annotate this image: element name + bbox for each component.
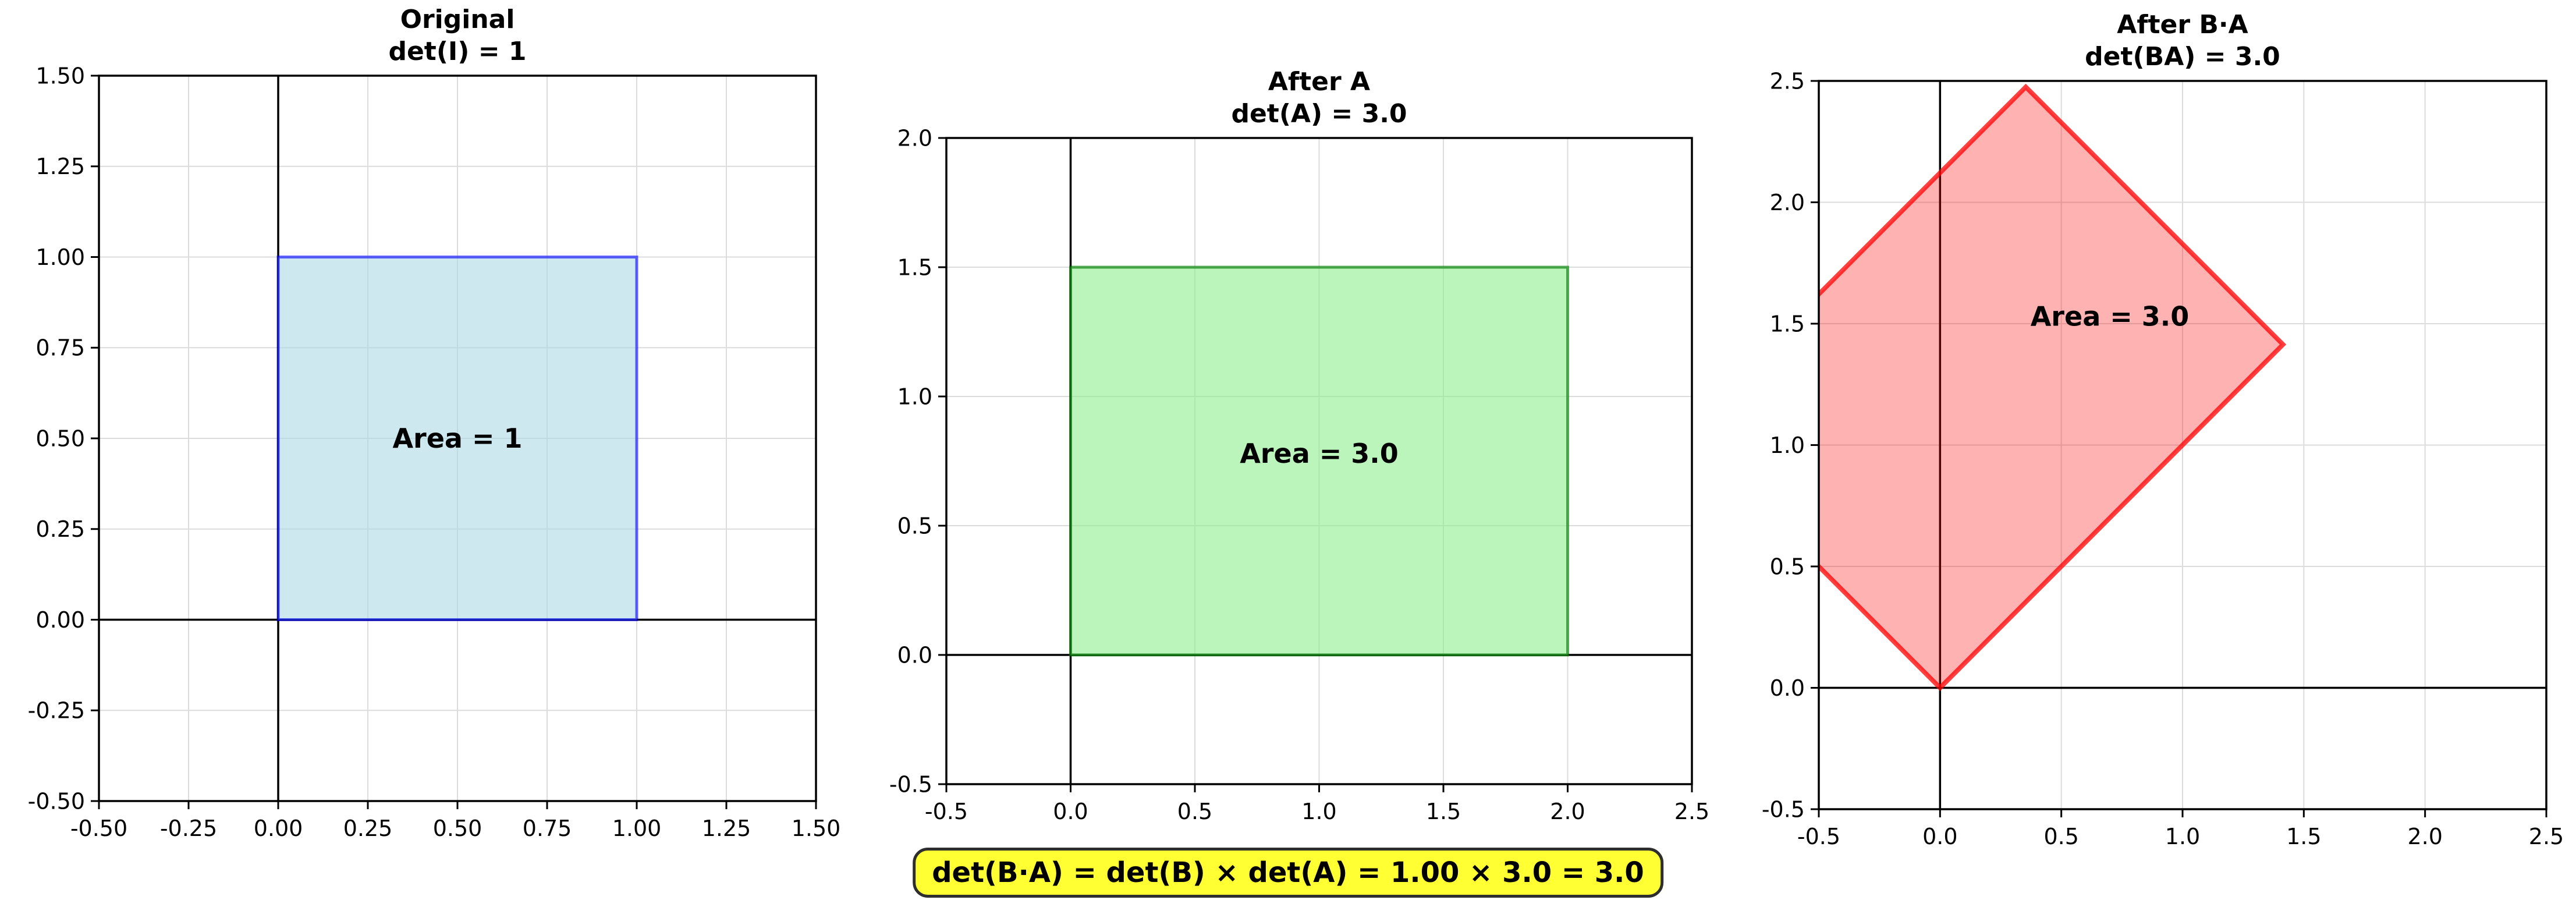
x-tick-label: 0.75 xyxy=(523,816,572,841)
x-tick-label: 1.25 xyxy=(702,816,751,841)
x-tick-label: 1.5 xyxy=(2286,824,2321,849)
y-tick-label: 1.0 xyxy=(897,384,932,409)
x-tick-label: -0.5 xyxy=(925,799,968,824)
plot-title-after-a-line2: det(A) = 3.0 xyxy=(1231,99,1407,129)
plot-title-after-a: After A det(A) = 3.0 xyxy=(946,66,1692,130)
x-tick-label: 0.5 xyxy=(1177,799,1212,824)
x-tick-label: 2.5 xyxy=(2529,824,2564,849)
x-tick-label: 0.0 xyxy=(1053,799,1088,824)
x-tick-label: 2.5 xyxy=(1674,799,1709,824)
x-tick-label: 1.0 xyxy=(1301,799,1336,824)
plot-title-after-ba-line1: After B·A xyxy=(2117,10,2248,40)
x-tick-label: 0.0 xyxy=(1922,824,1957,849)
area-label: Area = 3.0 xyxy=(1240,438,1399,469)
transformed-rectangle-polygon xyxy=(1069,265,1569,657)
plot-afterBA: Area = 3.0 -0.5 0.0 0.5 1.0 1.5 2.0 2.5 -0.5 0.0 0… xyxy=(1762,68,2564,849)
x-tick-label: -0.25 xyxy=(160,816,217,841)
y-tick-label: 1.00 xyxy=(36,245,85,270)
y-tick-label: -0.25 xyxy=(28,698,85,724)
rotated-parallelogram-polygon xyxy=(1819,83,2287,692)
y-tick-label: 1.0 xyxy=(1770,433,1805,458)
y-tick-label: -0.5 xyxy=(889,771,932,797)
y-tick-label: 0.5 xyxy=(1770,554,1805,579)
y-tick-label: 0.75 xyxy=(36,335,85,361)
x-tick-label: 0.5 xyxy=(2043,824,2078,849)
plot-title-original-line1: Original xyxy=(400,5,515,34)
plot-title-after-ba-line2: det(BA) = 3.0 xyxy=(2085,42,2280,72)
plot-title-after-a-line1: After A xyxy=(1268,67,1371,97)
x-tick-label: -0.50 xyxy=(70,816,127,841)
y-tick-label: 1.50 xyxy=(36,63,85,88)
y-tick-label: 2.0 xyxy=(1770,190,1805,215)
y-tick-label: -0.5 xyxy=(1762,796,1805,822)
x-tick-label: -0.5 xyxy=(1797,824,1840,849)
y-tick-label: 2.5 xyxy=(1770,68,1805,94)
x-tick-label: 0.00 xyxy=(254,816,303,841)
y-tick-label: 1.5 xyxy=(897,254,932,280)
x-tick-label: 1.0 xyxy=(2165,824,2200,849)
y-tick-label: 0.00 xyxy=(36,607,85,633)
x-tick-label: 0.50 xyxy=(433,816,482,841)
plot-title-original: Original det(I) = 1 xyxy=(99,3,816,68)
x-tick-label: 1.00 xyxy=(612,816,662,841)
y-tick-label: 1.25 xyxy=(36,154,85,179)
y-tick-label: 0.25 xyxy=(36,516,85,542)
y-tick-label: 1.5 xyxy=(1770,311,1805,336)
determinant-annotation-text: det(B·A) = det(B) × det(A) = 1.00 × 3.0 … xyxy=(932,856,1644,889)
x-tick-label: 1.50 xyxy=(792,816,841,841)
determinant-annotation: det(B·A) = det(B) × det(A) = 1.00 × 3.0 … xyxy=(913,848,1663,898)
x-tick-label: 0.25 xyxy=(343,816,393,841)
y-tick-label: 0.5 xyxy=(897,513,932,538)
y-tick-label: 2.0 xyxy=(897,125,932,151)
y-tick-label: 0.50 xyxy=(36,426,85,451)
plot-afterA: Area = 3.0 -0.5 0.0 0.5 1.0 1.5 2.0 2.5 -0.5 0.0 0… xyxy=(889,125,1709,824)
x-tick-label: 2.0 xyxy=(2407,824,2442,849)
y-tick-label: 0.0 xyxy=(897,642,932,668)
y-tick-label: -0.50 xyxy=(28,788,85,814)
x-tick-label: 2.0 xyxy=(1550,799,1585,824)
area-label: Area = 1 xyxy=(392,423,522,454)
plot-title-after-ba: After B·A det(BA) = 3.0 xyxy=(1819,9,2546,73)
plot-title-original-line2: det(I) = 1 xyxy=(388,37,527,66)
area-label: Area = 3.0 xyxy=(2031,301,2190,332)
plot-original: Area = 1 -0.50 -0.25 0.00 0.25 0.50 0.75 1.00 1.… xyxy=(28,63,841,841)
unit-square-polygon xyxy=(276,256,638,621)
x-tick-label: 1.5 xyxy=(1426,799,1461,824)
y-tick-label: 0.0 xyxy=(1770,675,1805,701)
